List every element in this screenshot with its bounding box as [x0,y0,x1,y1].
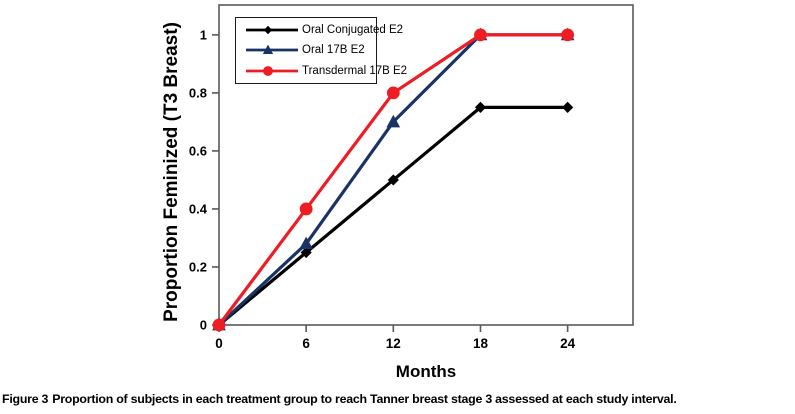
line-chart: 0 0.2 0.4 0.6 0.8 1 0 6 12 18 24 Proportion Femini… [161,4,634,381]
y-tick-label: 0.6 [189,143,207,158]
legend-marker-triangle [262,45,274,55]
data-point [212,318,226,332]
x-tick-label: 24 [560,336,576,351]
x-tick-label: 18 [473,336,489,351]
legend-label: Transdermal 17B E2 [302,64,408,77]
x-tick-label: 12 [386,336,401,351]
data-point [300,246,312,259]
figure-caption: Figure 3 Proportion of subjects in each t… [2,392,794,406]
x-tick-label: 6 [302,336,310,351]
data-point [387,174,399,186]
legend-sample-line [246,25,298,35]
figure-caption-label: Figure 3 [2,392,49,406]
data-point [562,101,574,114]
data-point [474,28,487,42]
data-point [299,236,313,250]
legend-marker-circle [263,65,273,76]
data-point [561,28,575,42]
plot-area: 0 0.2 0.4 0.6 0.8 1 0 6 12 18 24 [189,4,634,351]
legend-sample-line [246,65,298,76]
y-tick-label: 0.2 [189,259,207,274]
legend-sample-line [246,45,298,55]
legend-label: Oral 17B E2 [302,44,365,57]
data-point [299,202,313,216]
y-tick-label: 0 [200,318,207,333]
data-point [386,114,401,128]
y-axis-title: Proportion Feminized (T3 Breast) [161,22,182,322]
legend-item: Oral 17B E2 [244,42,376,58]
legend: Oral Conjugated E2 Oral 17B E2 Transderm… [235,17,407,84]
figure-caption-text: Proportion of subjects in each treatment… [52,392,677,406]
legend-label: Oral Conjugated E2 [302,24,404,37]
legend-marker-diamond [263,25,273,35]
series-line [217,105,570,327]
data-point [386,86,400,100]
data-point [474,101,487,114]
y-tick-label: 0.4 [189,201,208,216]
legend-item: Transdermal 17B E2 [244,63,407,79]
plot-frame [218,4,634,326]
y-tick-label: 0.8 [189,85,207,100]
legend-item: Oral Conjugated E2 [244,22,403,38]
x-tick-label: 0 [215,336,223,351]
x-axis-title: Months [396,362,456,381]
y-tick-label: 1 [200,27,207,42]
